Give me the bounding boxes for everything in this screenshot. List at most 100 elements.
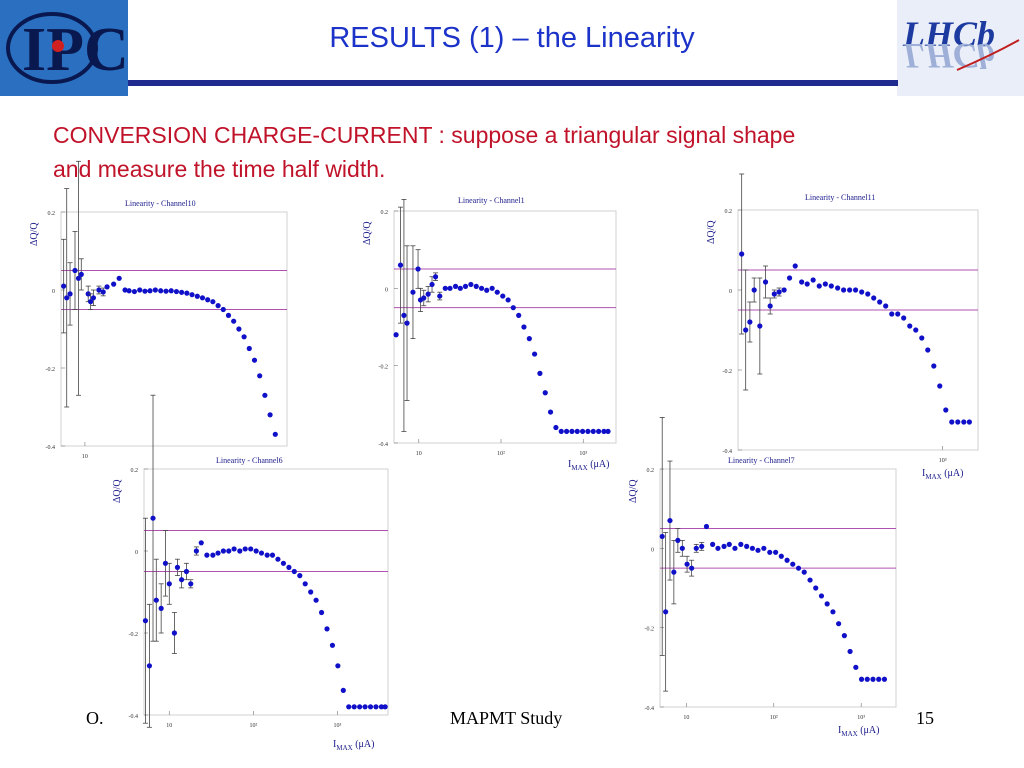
data-point [569,428,575,434]
data-point [397,262,404,268]
data-point [836,621,842,627]
data-point [721,543,727,549]
data-point [297,573,303,579]
data-point [943,407,949,413]
data-point [421,295,427,301]
data-point [852,287,859,293]
data-point [537,370,543,376]
x-axis-label: IMAX (μA) [838,725,879,738]
chart-title: Linearity - Channel6 [216,456,283,465]
x-tick-label: 10² [249,723,257,729]
data-point [415,266,421,272]
data-point [859,289,865,295]
data-point [739,251,745,257]
y-tick-label: -0.2 [645,627,655,633]
data-point [382,704,388,710]
data-point [858,676,865,682]
data-point [220,306,226,313]
data-point [226,548,232,554]
data-point [253,548,259,554]
data-point [786,275,793,281]
data-point [104,284,110,290]
plot-channel6: Linearity - Channel6 ΔQ/Q 0.2 0 -0.2 -0.4 10 10… [108,394,398,752]
data-point [689,565,695,571]
data-point [853,664,859,670]
data-point [146,663,153,669]
data-point [437,293,443,299]
data-point [663,609,669,615]
data-point [142,618,149,624]
data-point [248,546,254,552]
data-point [67,291,73,297]
plot-frame [659,468,897,708]
data-point [236,326,242,332]
data-point [784,557,790,563]
data-point [401,312,407,318]
data-point [605,428,611,434]
y-tick-label: 0 [729,289,732,295]
data-point [286,564,292,570]
data-point [747,319,753,325]
data-point [484,287,490,293]
data-point [949,419,955,425]
data-point [547,409,554,415]
data-point [489,285,495,291]
y-tick-label: -0.2 [46,367,56,373]
data-point [835,285,841,291]
data-point [171,630,178,636]
x-axis-label-sub: MAX [571,464,587,472]
data-point [840,287,847,293]
data-point [473,283,479,289]
data-point [703,523,710,530]
data-point [362,704,368,710]
subtitle-line-1: CONVERSION CHARGE-CURRENT : suppose a tr… [53,122,796,148]
data-point [241,334,247,340]
data-point [251,357,258,363]
data-point [335,663,341,669]
data-point [78,271,84,277]
y-tick-label: -0.4 [645,706,655,712]
data-point [715,545,721,551]
x-axis-label: IMAX (μA) [568,459,609,472]
data-point [889,311,895,317]
data-point [919,335,925,341]
data-point [308,589,314,595]
data-point [329,642,336,648]
data-point [72,267,78,274]
data-point [755,547,761,553]
y-axis-label: ΔQ/Q [628,479,639,503]
data-point [324,626,330,632]
y-tick-label: 0.2 [381,210,389,216]
x-tick-label: 10 [166,723,172,729]
data-point [925,347,931,353]
x-axis-label: IMAX (μA) [333,739,374,752]
data-point [96,287,102,293]
y-axis-label: ΔQ/Q [112,479,123,503]
data-point [462,283,469,289]
data-point [75,275,82,281]
x-axis-label: IMAX (μA) [922,468,963,481]
data-point [761,545,767,551]
y-axis-label: ΔQ/Q [29,222,40,246]
data-point [158,288,164,294]
data-point [131,288,138,295]
data-point [526,336,532,342]
x-tick-label: 10² [770,715,778,721]
data-point [231,546,237,552]
data-point [901,315,907,321]
data-point [100,289,106,295]
data-point [61,283,67,289]
plot-channel11: Linearity - Channel11 ΔQ/Q 0.2 0 -0.2 -0.4 10³… [700,173,1000,488]
data-point [693,545,699,551]
data-point [457,285,463,291]
data-point [184,290,190,296]
plot-frame [737,209,979,451]
data-point [198,540,204,546]
data-point [675,537,681,543]
data-point [757,323,763,329]
data-point [152,287,158,293]
y-axis-label: ΔQ/Q [362,221,373,245]
data-point [743,327,749,333]
x-tick-label: 10³ [857,715,865,721]
data-point [710,541,716,547]
